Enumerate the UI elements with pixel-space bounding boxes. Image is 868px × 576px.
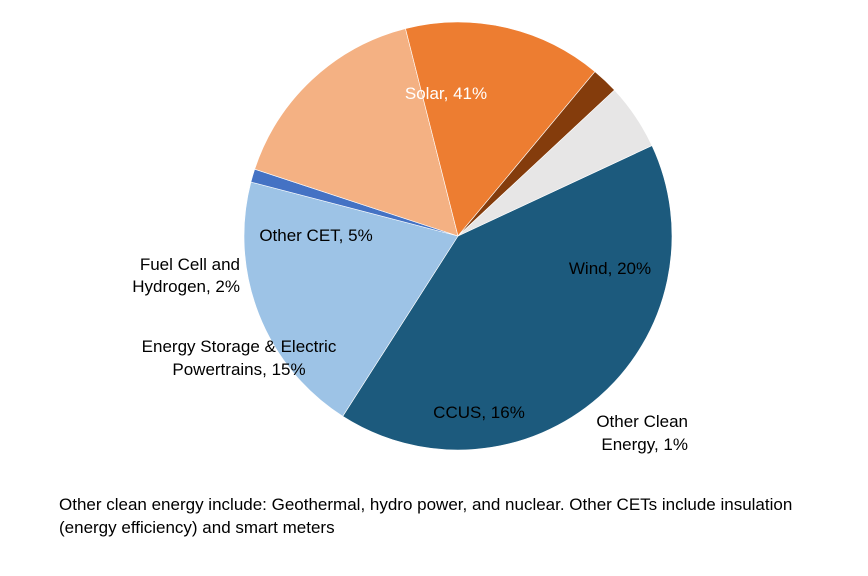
label-ccus: CCUS, 16%: [433, 403, 525, 422]
label-other-cet: Other CET, 5%: [259, 226, 372, 245]
slice-ccus: [254, 28, 459, 237]
slice-solar: [342, 145, 673, 451]
slice-other-cet: [457, 89, 653, 237]
label-energy-storage-line1: Energy Storage & Electric: [142, 337, 337, 356]
pie-slices: [243, 21, 673, 451]
label-other-clean-energy-line1: Other Clean: [596, 412, 688, 431]
label-fuel-cell-line1: Fuel Cell and: [140, 255, 240, 274]
footnote: Other clean energy include: Geothermal, …: [59, 495, 793, 537]
label-energy-storage-line2: Powertrains, 15%: [172, 360, 305, 379]
slice-energy-storage-electric-powertrains: [405, 21, 596, 237]
slice-wind: [243, 181, 459, 417]
label-wind: Wind, 20%: [569, 259, 651, 278]
label-solar: Solar, 41%: [405, 84, 487, 103]
pie-chart: Solar, 41% Wind, 20% Other Clean Energy,…: [132, 21, 688, 454]
label-other-clean-energy-line2: Energy, 1%: [601, 435, 688, 454]
label-fuel-cell-line2: Hydrogen, 2%: [132, 277, 240, 296]
